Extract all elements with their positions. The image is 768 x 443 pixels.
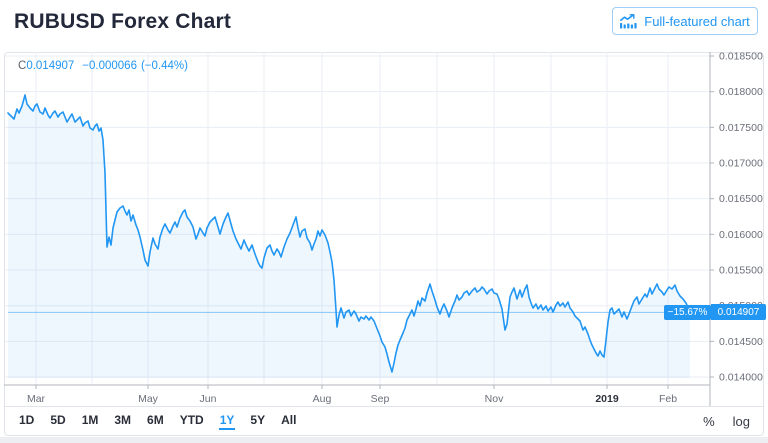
svg-text:2019: 2019 [595,393,619,405]
full-featured-chart-label: Full-featured chart [644,13,750,29]
svg-text:Feb: Feb [659,393,677,405]
chart-toolbar: 1D 5D 1M 3M 6M YTD 1Y 5Y All % log [4,406,764,436]
log-scale-button[interactable]: log [732,414,750,429]
range-5d-button[interactable]: 5D [50,413,66,427]
range-selector: 1D 5D 1M 3M 6M YTD 1Y 5Y All [18,413,297,430]
range-1y-button[interactable]: 1Y [218,413,236,430]
svg-text:Sep: Sep [371,393,390,405]
legend-series-marker: C [18,60,27,72]
svg-text:0.014500: 0.014500 [719,336,763,348]
svg-text:0.017500: 0.017500 [719,122,763,134]
range-3m-button[interactable]: 3M [114,413,132,427]
range-5y-button[interactable]: 5Y [250,413,266,427]
svg-text:0.017000: 0.017000 [719,158,763,170]
svg-text:0.014000: 0.014000 [719,372,763,384]
legend-change: −0.000066 [82,60,137,72]
svg-text:Aug: Aug [313,393,332,405]
svg-text:Jun: Jun [200,393,217,405]
range-change-badge: −15.67% [664,305,711,320]
range-all-button[interactable]: All [281,413,297,427]
chart-line-icon [620,13,637,29]
percent-scale-button[interactable]: % [703,414,715,429]
range-ytd-button[interactable]: YTD [179,413,204,427]
svg-text:Nov: Nov [485,393,504,405]
svg-text:0.016000: 0.016000 [719,229,763,241]
svg-text:0.016500: 0.016500 [719,193,763,205]
legend-price: 0.014907 [26,60,75,72]
svg-text:0.018000: 0.018000 [719,86,763,98]
page-background-strip [0,437,768,443]
scale-buttons: % log [703,415,750,428]
range-1m-button[interactable]: 1M [81,413,99,427]
range-6m-button[interactable]: 6M [147,413,164,427]
svg-text:0.015500: 0.015500 [719,265,763,277]
svg-text:May: May [138,393,159,405]
range-1d-button[interactable]: 1D [19,413,35,427]
page-title: RUBUSD Forex Chart [14,10,232,33]
chart-legend: C0.014907 −0.000066 (−0.44%) [18,60,188,72]
svg-text:0.018500: 0.018500 [719,51,763,63]
current-price-badge: 0.014907 [711,304,766,320]
svg-text:Mar: Mar [27,393,46,405]
chart-card [4,52,764,436]
legend-change-pct: (−0.44%) [140,60,188,72]
full-featured-chart-button[interactable]: Full-featured chart [612,7,758,35]
